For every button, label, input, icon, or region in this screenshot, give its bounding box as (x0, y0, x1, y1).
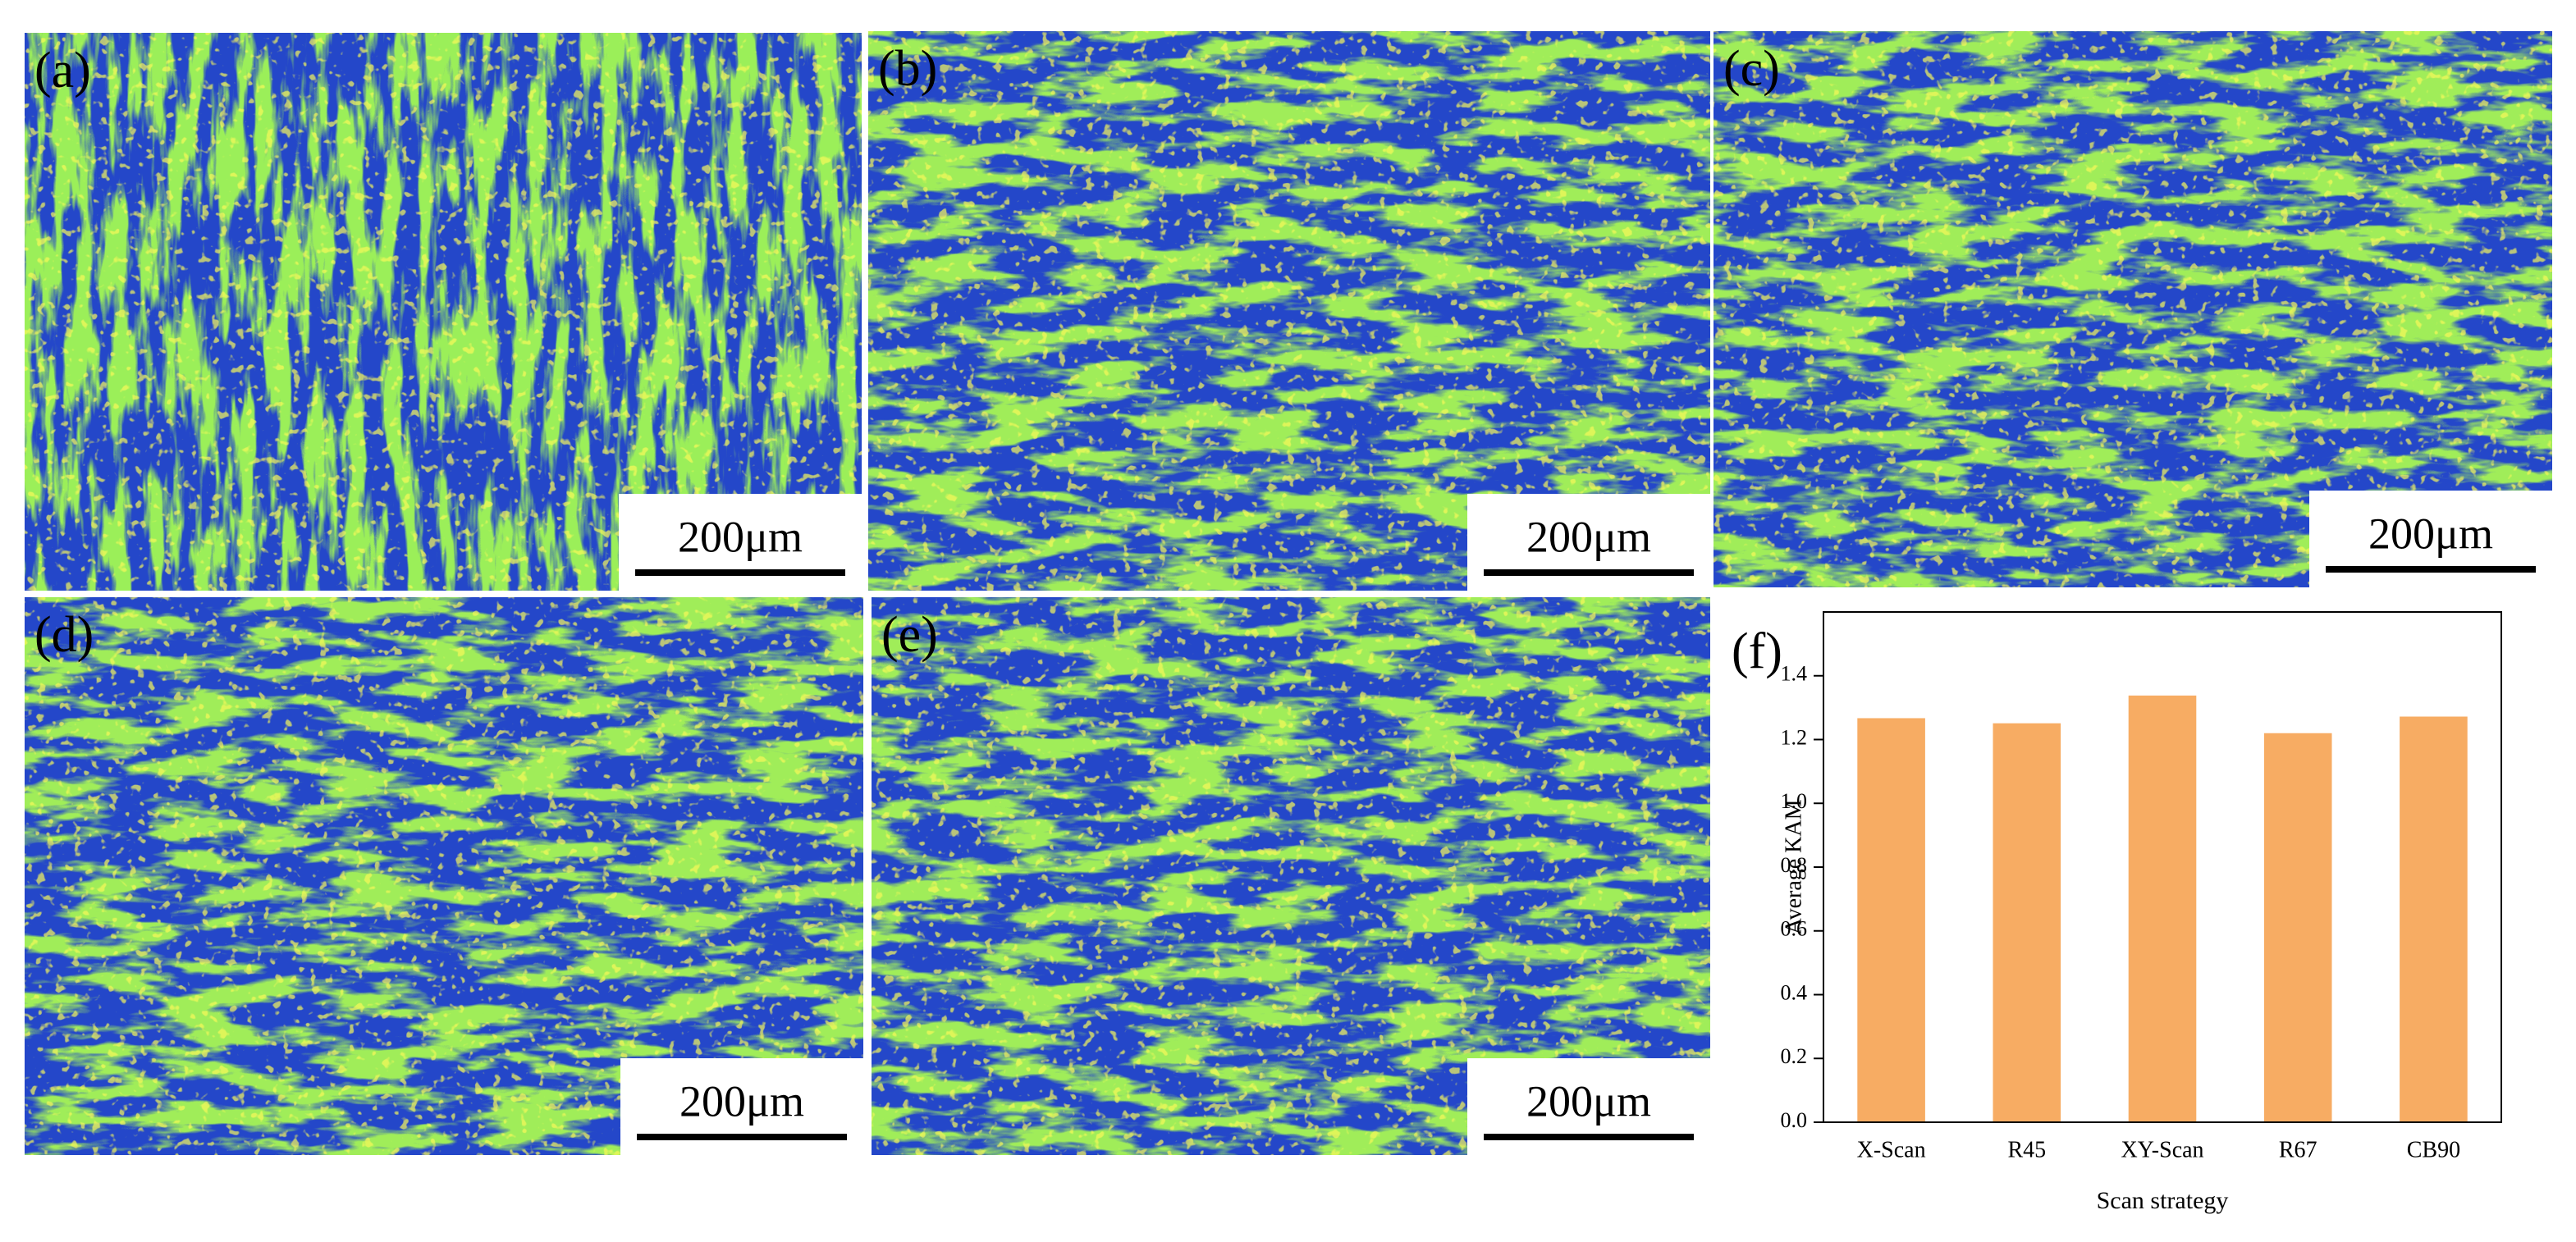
panel-label: (a) (34, 43, 91, 98)
panel-label: (e) (881, 607, 938, 663)
panel-label: (c) (1723, 41, 1780, 97)
bar (1857, 718, 1925, 1122)
y-tick-label: 1.0 (1781, 789, 1808, 813)
scale-bar-label: 200μm (1526, 1076, 1651, 1126)
map-panels: (a) 200μm (b) 200μm (c) 200μm (d) 200μm (e) 200μm (25, 31, 2552, 1155)
panel-label: (d) (34, 607, 94, 663)
y-tick-label: 0.0 (1781, 1108, 1808, 1132)
scale-bar (1484, 1134, 1694, 1140)
x-tick-label: R67 (2279, 1137, 2317, 1162)
bar (2400, 716, 2468, 1122)
kam-map: (c) 200μm (1714, 31, 2552, 587)
y-tick-label: 0.4 (1781, 980, 1808, 1004)
panel-label: (b) (878, 41, 937, 97)
bar (2128, 695, 2197, 1122)
x-tick-label: R45 (2007, 1137, 2046, 1162)
scale-bar-label: 200μm (678, 512, 803, 561)
bar-chart: (f) 0.0 0.2 0.4 0.6 0.8 1.0 1.2 1.4 X-Scan R45 XY-S… (1732, 611, 2502, 1214)
y-tick-label: 0.2 (1781, 1044, 1808, 1068)
bar (1993, 723, 2061, 1122)
bar (2263, 733, 2332, 1122)
scale-bar-label: 200μm (2368, 509, 2493, 558)
scale-bar-label: 200μm (1526, 512, 1651, 561)
kam-map: (d) 200μm (25, 597, 863, 1155)
x-tick-label: CB90 (2407, 1137, 2460, 1162)
scale-bar (1484, 569, 1694, 576)
y-axis-title: Average KAM (1781, 799, 1806, 934)
x-tick-label: X-Scan (1857, 1137, 1926, 1162)
scale-bar (637, 1134, 847, 1140)
x-axis-title: Scan strategy (2097, 1187, 2229, 1214)
scale-bar-label: 200μm (679, 1076, 804, 1126)
y-tick-label: 1.2 (1781, 725, 1808, 749)
kam-map: (e) 200μm (872, 597, 1710, 1155)
plot-frame (1823, 611, 2502, 1123)
kam-map: (b) 200μm (868, 31, 1710, 591)
y-tick-label: 1.4 (1781, 662, 1808, 686)
kam-map: (a) 200μm (25, 33, 862, 591)
scale-bar (2326, 566, 2536, 573)
scale-bar (635, 569, 845, 576)
panel-label: (f) (1732, 623, 1782, 679)
x-tick-label: XY-Scan (2121, 1137, 2203, 1162)
y-tick-label: 0.6 (1781, 917, 1808, 941)
y-tick-label: 0.8 (1781, 853, 1808, 877)
